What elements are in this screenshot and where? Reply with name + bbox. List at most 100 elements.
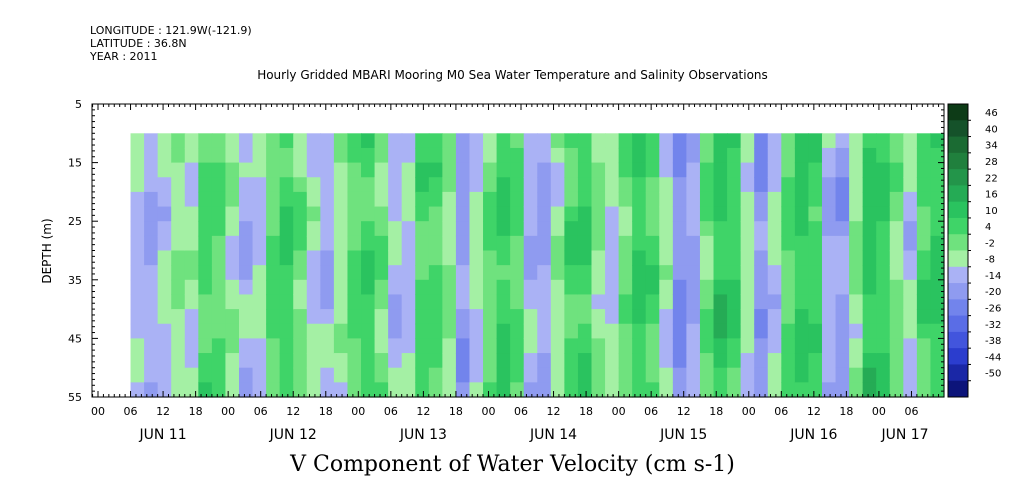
heatmap-cell	[821, 206, 837, 222]
heatmap-cell	[415, 147, 430, 164]
heatmap-cell	[279, 338, 294, 354]
heatmap-cell	[699, 338, 715, 354]
heatmap-cell	[347, 382, 362, 398]
heatmap-cell	[211, 279, 227, 296]
heatmap-cell	[605, 162, 620, 178]
heatmap-cell	[388, 323, 403, 339]
heatmap-cell	[659, 294, 674, 310]
heatmap-cell	[469, 323, 484, 339]
heatmap-cell	[442, 191, 457, 208]
heatmap-cell	[740, 294, 755, 310]
x-hour-tick-label: 06	[124, 405, 138, 418]
heatmap-cell	[713, 250, 728, 266]
heatmap-cell	[496, 294, 511, 310]
heatmap-cell	[198, 294, 213, 310]
heatmap-cell	[767, 382, 782, 398]
heatmap-cell	[645, 309, 660, 325]
heatmap-cell	[388, 206, 403, 222]
heatmap-cell	[455, 206, 471, 222]
heatmap-cell	[862, 206, 877, 222]
heatmap-cell	[347, 147, 362, 164]
heatmap-cell	[889, 367, 904, 383]
heatmap-cell	[401, 177, 416, 193]
heatmap-cell	[306, 353, 321, 369]
colorbar-label: -38	[985, 336, 1001, 347]
heatmap-cell	[320, 133, 335, 149]
heatmap-cell	[916, 309, 932, 325]
heatmap-cell	[306, 382, 321, 398]
heatmap-cell	[320, 279, 335, 296]
heatmap-cell	[821, 133, 837, 149]
heatmap-cell	[361, 265, 376, 281]
heatmap-cell	[930, 191, 945, 208]
heatmap-cell	[672, 294, 688, 310]
colorbar-label: -20	[985, 287, 1001, 298]
heatmap-cell	[388, 367, 403, 383]
heatmap-cell	[415, 250, 430, 266]
heatmap-cell	[320, 147, 335, 164]
heatmap-cell	[293, 221, 308, 237]
heatmap-cell	[754, 382, 769, 398]
heatmap-cell	[727, 353, 742, 369]
heatmap-cell	[306, 235, 321, 252]
colorbar-swatch	[948, 169, 968, 186]
heatmap-cell	[225, 279, 240, 296]
heatmap-cell	[659, 133, 674, 149]
heatmap-cell	[645, 177, 660, 193]
heatmap-cell	[320, 235, 335, 252]
heatmap-cell	[428, 250, 443, 266]
heatmap-cell	[510, 323, 525, 339]
heatmap-cell	[455, 323, 471, 339]
heatmap-cell	[632, 294, 647, 310]
heatmap-cell	[510, 147, 525, 164]
heatmap-cell	[645, 353, 660, 369]
heatmap-cell	[374, 206, 389, 222]
heatmap-cell	[401, 147, 416, 164]
heatmap-cell	[862, 221, 877, 237]
heatmap-cell	[415, 309, 430, 325]
heatmap-cell	[442, 235, 457, 252]
heatmap-cell	[835, 221, 850, 237]
colorbar-label: 28	[985, 157, 998, 168]
heatmap-cell	[130, 353, 145, 369]
heatmap-cell	[306, 177, 321, 193]
heatmap-cell	[740, 133, 755, 149]
heatmap-cell	[333, 177, 349, 193]
heatmap-cell	[496, 382, 511, 398]
x-hour-tick-label: 00	[872, 405, 886, 418]
heatmap-cell	[211, 323, 227, 339]
heatmap-cell	[618, 235, 633, 252]
heatmap-cell	[605, 191, 620, 208]
heatmap-cell	[252, 265, 267, 281]
heatmap-cell	[144, 279, 159, 296]
heatmap-cell	[496, 353, 511, 369]
x-hour-tick-label: 12	[416, 405, 430, 418]
colorbar-label: -50	[985, 369, 1001, 380]
heatmap-cell	[632, 250, 647, 266]
heatmap-cell	[577, 323, 593, 339]
heatmap-cell	[469, 191, 484, 208]
heatmap-cell	[279, 147, 294, 164]
heatmap-cell	[428, 177, 443, 193]
heatmap-cell	[821, 250, 837, 266]
heatmap-cell	[374, 147, 389, 164]
colorbar-swatch	[948, 136, 968, 154]
heatmap-cell	[184, 353, 199, 369]
variable-label: V Component of Water Velocity (cm s-1)	[290, 452, 735, 477]
heatmap-cell	[442, 309, 457, 325]
heatmap-cell	[523, 162, 538, 178]
heatmap-cell	[930, 382, 945, 398]
heatmap-cell	[645, 162, 660, 178]
heatmap-cell	[876, 177, 891, 193]
heatmap-cell	[374, 353, 389, 369]
heatmap-cell	[130, 177, 145, 193]
heatmap-cell	[862, 191, 877, 208]
heatmap-cell	[835, 353, 850, 369]
heatmap-cell	[577, 382, 593, 398]
heatmap-cell	[767, 206, 782, 222]
heatmap-cell	[930, 338, 945, 354]
heatmap-cell	[632, 265, 647, 281]
heatmap-cell	[523, 294, 538, 310]
heatmap-cell	[455, 338, 471, 354]
heatmap-cell	[930, 147, 945, 164]
